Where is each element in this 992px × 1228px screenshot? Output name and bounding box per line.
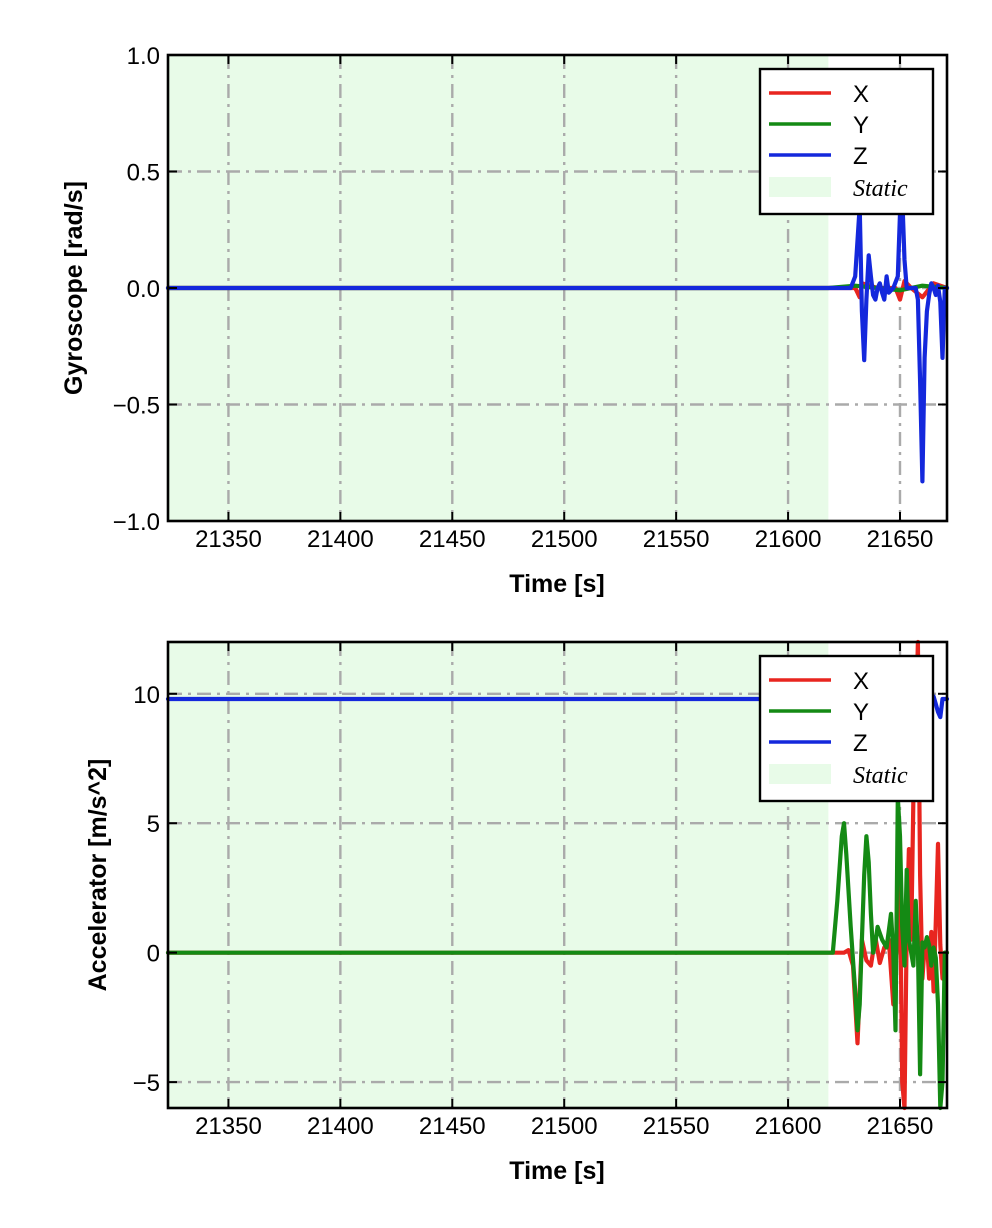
y-tick-label: 5 xyxy=(147,811,160,838)
x-axis-label: Time [s] xyxy=(509,1157,604,1185)
static-region xyxy=(168,642,829,1108)
legend-label-z: Z xyxy=(853,143,868,170)
x-axis-label: Time [s] xyxy=(509,570,604,598)
plot-frame xyxy=(166,640,949,1110)
x-tick-label: 21550 xyxy=(643,526,710,553)
legend-label-static: Static xyxy=(853,176,908,202)
accelerator-chart: −5 0 5 10 21350 21400 21450 21500 21550 21600 216… xyxy=(84,639,950,1185)
x-tick-label: 21500 xyxy=(531,1113,598,1140)
y-tick-label: 0.0 xyxy=(127,276,160,303)
x-tick-labels: 21350 21400 21450 21500 21550 21600 21650 xyxy=(195,526,933,553)
y-tick-labels: −1.0 −0.5 0.0 0.5 1.0 xyxy=(113,43,160,536)
x-tick-labels: 21350 21400 21450 21500 21550 21600 21650 xyxy=(195,1113,933,1140)
x-tick-label: 21500 xyxy=(531,526,598,553)
y-tick-labels: −5 0 5 10 xyxy=(133,682,160,1097)
y-tick-label: −5 xyxy=(133,1070,160,1097)
y-tick-label: −1.0 xyxy=(113,509,160,536)
x-tick-label: 21550 xyxy=(643,1113,710,1140)
legend-swatch-static xyxy=(769,177,831,197)
legend-label-x: X xyxy=(853,668,869,695)
axis-ticks xyxy=(168,54,947,522)
legend-label-z: Z xyxy=(853,730,868,757)
x-tick-label: 21400 xyxy=(307,526,374,553)
legend-label-static: Static xyxy=(853,763,908,789)
legend: X Y Z Static xyxy=(758,654,935,803)
x-tick-label: 21450 xyxy=(419,1113,486,1140)
y-tick-label: 0 xyxy=(147,941,160,968)
legend-label-y: Y xyxy=(853,112,869,139)
y-axis-label: Gyroscope [rad/s] xyxy=(60,181,88,395)
y-tick-label: 0.5 xyxy=(127,160,160,187)
legend-label-x: X xyxy=(853,81,869,108)
x-tick-label: 21350 xyxy=(195,1113,262,1140)
legend-swatch-static xyxy=(769,764,831,784)
y-tick-label: 1.0 xyxy=(127,43,160,70)
series-line-y xyxy=(165,795,950,1111)
gyroscope-chart: −1.0−0.50.00.51.0 21350 21400 21450 21500 21… xyxy=(60,43,950,598)
static-shade xyxy=(168,642,829,1108)
axis-ticks xyxy=(168,642,947,1108)
x-tick-label: 21400 xyxy=(307,1113,374,1140)
x-tick-label: 21650 xyxy=(867,1113,934,1140)
legend: X Y Z Static xyxy=(758,67,935,216)
legend-label-y: Y xyxy=(853,699,869,726)
y-tick-label: −0.5 xyxy=(113,393,160,420)
x-tick-label: 21600 xyxy=(755,526,822,553)
x-tick-label: 21650 xyxy=(867,526,934,553)
x-tick-label: 21600 xyxy=(755,1113,822,1140)
x-tick-label: 21350 xyxy=(195,526,262,553)
x-tick-label: 21450 xyxy=(419,526,486,553)
y-tick-label: 10 xyxy=(133,682,160,709)
y-axis-label: Accelerator [m/s^2] xyxy=(84,759,112,992)
